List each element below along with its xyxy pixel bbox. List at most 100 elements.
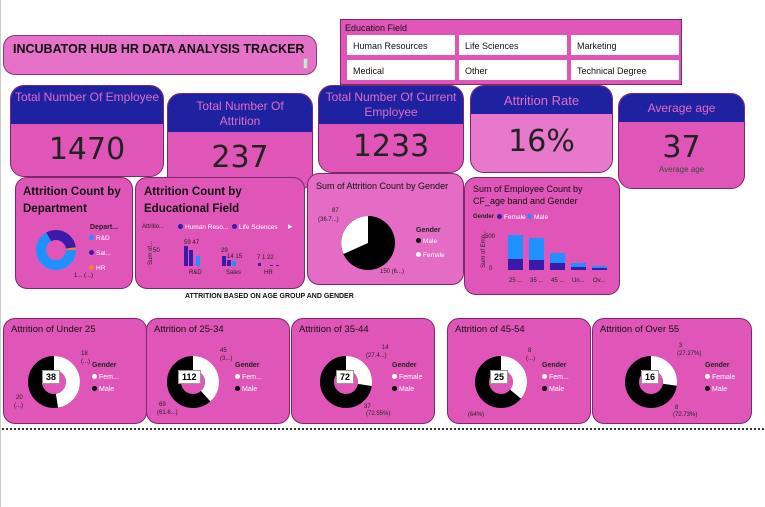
- x-tick-sales: Sales: [226, 270, 242, 276]
- gender-legend: Gender Female Male: [392, 360, 422, 396]
- card-title: Attrition Count by Educational Field: [144, 186, 242, 215]
- data-label: 14 15: [227, 254, 243, 260]
- donut-segment-sales: [36, 230, 76, 270]
- x-tick-hr: HR: [264, 270, 273, 276]
- kpi-sub-label: Average age: [658, 165, 705, 174]
- donut-chart[interactable]: [473, 354, 529, 410]
- legend-item-human-resources[interactable]: Human Reso...: [178, 224, 228, 231]
- page-break-line: [2, 428, 764, 430]
- pie-label-bottom: 150 (6...): [380, 269, 405, 275]
- x-tick: 35 ...: [530, 278, 544, 284]
- x-tick-rnd: R&D: [189, 270, 202, 276]
- bar-25-female: [508, 259, 523, 270]
- donut-chart[interactable]: [165, 354, 221, 410]
- legend-item-female[interactable]: Female: [497, 214, 526, 221]
- data-label: 59 47: [184, 240, 200, 246]
- bar-35-female: [529, 260, 544, 270]
- legend-item-male[interactable]: Male: [542, 384, 569, 396]
- legend-item-female[interactable]: Fem...: [92, 372, 119, 384]
- legend-item-male[interactable]: Male: [92, 384, 119, 396]
- attrition-by-education-card: Attrition Count by Educational Field Att…: [135, 177, 305, 289]
- legend-item-female[interactable]: Fem...: [542, 372, 569, 384]
- bar-45-female: [550, 263, 565, 270]
- card-title: Attrition Count by Department: [23, 186, 121, 215]
- bar-25-male: [508, 235, 523, 259]
- ageband-stacked-bar-chart[interactable]: [503, 232, 613, 272]
- donut-center-value: 72: [336, 370, 355, 384]
- page-title: INCUBATOR HUB HR DATA ANALYSIS TRACKER: [13, 42, 305, 56]
- label-bottom-sub: (61.6...): [157, 410, 178, 416]
- label-top: 14: [382, 345, 389, 351]
- slicer-item-other[interactable]: Other: [459, 60, 567, 80]
- attrition-35-44-card: Attrition of 35-44 72 14 (27.4...) 37 (7…: [291, 318, 435, 424]
- legend-item-male[interactable]: Male: [527, 214, 548, 221]
- legend-title: Gender: [416, 227, 441, 234]
- label-top-sub: (...): [81, 359, 90, 365]
- gender-pie[interactable]: [340, 215, 396, 271]
- legend-item-female[interactable]: Female: [416, 252, 445, 259]
- donut-chart[interactable]: [318, 354, 374, 410]
- scrollbar-thumb[interactable]: [303, 58, 308, 69]
- slicer-item-medical[interactable]: Medical: [347, 60, 455, 80]
- pie-label-top-sub: (36.7...): [318, 217, 339, 223]
- bar: [227, 260, 231, 266]
- slicer-item-life-sciences[interactable]: Life Sciences: [459, 35, 567, 55]
- slicer-title: Education Field: [345, 23, 408, 33]
- donut-chart[interactable]: [26, 354, 82, 410]
- legend-next-arrow[interactable]: ▸: [288, 221, 293, 231]
- donut-center-value: 16: [641, 370, 660, 384]
- kpi-total-employee: Total Number Of Employee 1470: [10, 85, 164, 177]
- education-bar-chart[interactable]: [166, 236, 301, 268]
- y-axis-tick-500: 500: [485, 234, 496, 240]
- kpi-average-age: Average age 37 Average age: [618, 93, 745, 189]
- legend-item-male[interactable]: Male: [705, 384, 735, 396]
- card-title: Attrition of 25-34: [154, 324, 224, 335]
- legend-item-life-sciences[interactable]: Life Sciences: [232, 224, 278, 231]
- slicer-item-technical-degree[interactable]: Technical Degree: [571, 60, 679, 80]
- bar: [196, 256, 200, 266]
- legend-title: Attritio...: [142, 224, 165, 230]
- bar-under-male: [571, 263, 586, 267]
- department-donut[interactable]: [34, 228, 78, 272]
- donut-chart[interactable]: [623, 354, 679, 410]
- slicer-item-marketing[interactable]: Marketing: [571, 35, 679, 55]
- legend-item-male[interactable]: Male: [416, 238, 437, 245]
- label-bottom-sub: (64%): [468, 412, 485, 418]
- slicer-item-human-resources[interactable]: Human Resources: [347, 35, 455, 55]
- card-title: Sum of Employee Count by CF_age band and…: [473, 184, 583, 206]
- donut-segment-female: [625, 356, 677, 408]
- gender-legend: Gender Fem... Male: [235, 360, 262, 396]
- card-title: Sum of Attrition Count by Gender: [316, 181, 449, 191]
- legend-title: Depart...: [90, 224, 119, 231]
- label-bottom: 20: [16, 395, 23, 401]
- kpi-label: Total Number Of Employee: [11, 86, 163, 124]
- label-top-sub: (27.27%): [677, 351, 702, 357]
- legend-item-hr[interactable]: HR: [89, 265, 105, 272]
- legend-item-female[interactable]: Female: [392, 372, 422, 384]
- pie-slice-female: [341, 216, 368, 254]
- label-top-sub: (...): [526, 356, 535, 362]
- label-top-sub: (3...): [220, 356, 233, 362]
- legend-item-rnd[interactable]: R&D: [89, 235, 110, 242]
- section-label: ATTRITION BASED ON AGE GROUP AND GENDER: [185, 293, 354, 300]
- kpi-current-employee: Total Number Of Current Employee 1233: [318, 85, 464, 173]
- bar: [270, 265, 273, 266]
- kpi-value: 1233: [352, 129, 430, 164]
- attrition-by-gender-card: Sum of Attrition Count by Gender 87 (36.…: [307, 173, 464, 285]
- bar-35-male: [529, 238, 544, 260]
- employee-count-by-ageband-card: Sum of Employee Count by CF_age band and…: [464, 177, 620, 295]
- legend-item-female[interactable]: Female: [705, 372, 735, 384]
- bar: [222, 256, 226, 266]
- legend-item-male[interactable]: Male: [392, 384, 422, 396]
- legend-title: Gender: [473, 214, 495, 220]
- x-tick: 45 ...: [551, 278, 565, 284]
- legend-item-male[interactable]: Male: [235, 384, 262, 396]
- pie-label-top: 87: [332, 208, 339, 214]
- page-edge: [0, 0, 1, 507]
- attrition-25-34-card: Attrition of 25-34 112 45 (3...) 69 (61.…: [146, 318, 290, 424]
- label-bottom: 8: [675, 405, 679, 411]
- label-bottom-sub: (...): [14, 403, 23, 409]
- donut-segment-female: [28, 356, 80, 408]
- legend-item-sales[interactable]: Sal...: [89, 250, 111, 257]
- legend-item-female[interactable]: Fem...: [235, 372, 262, 384]
